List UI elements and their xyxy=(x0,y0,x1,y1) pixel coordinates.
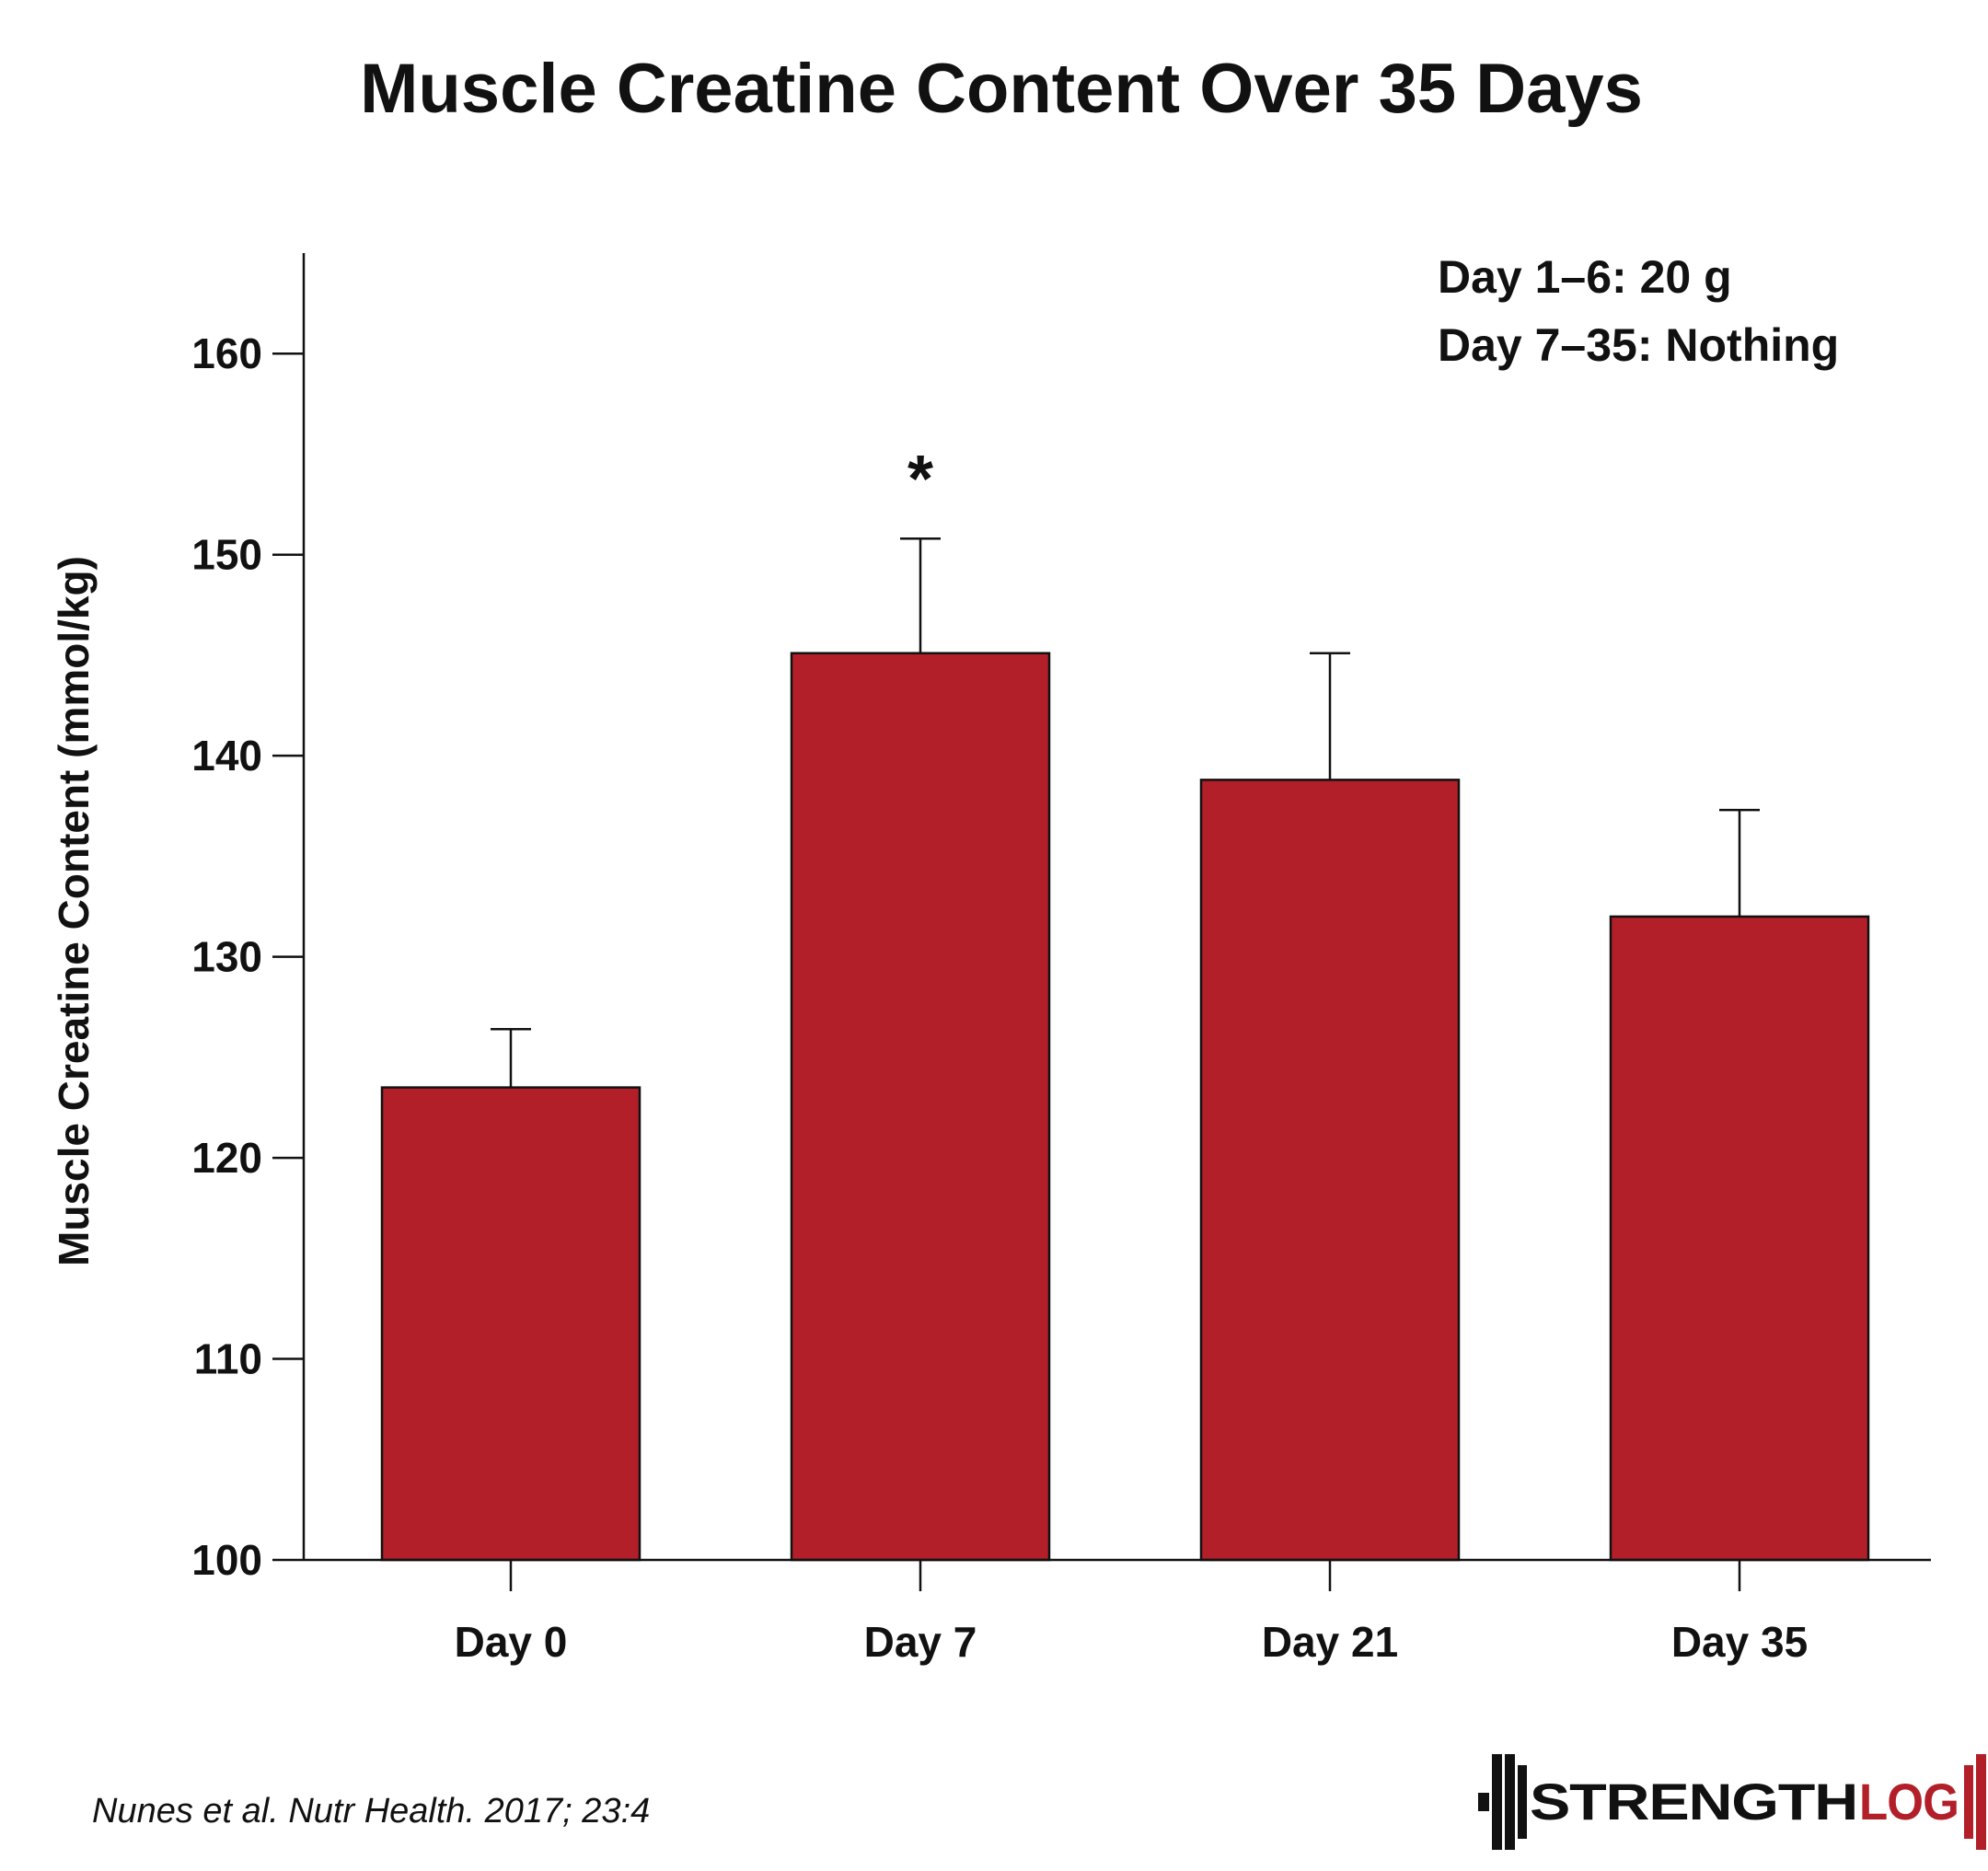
bar xyxy=(790,652,1051,1562)
bar xyxy=(380,1086,641,1562)
x-tick-label: Day 21 xyxy=(1262,1618,1398,1666)
logo-plate xyxy=(1505,1754,1515,1850)
logo-plate xyxy=(1492,1754,1502,1850)
plot-area: Day 0 * Day 7 Day 21 Day 35 100 110 120 130 140 15… xyxy=(191,253,1931,1666)
y-tick-label: 150 xyxy=(191,531,262,579)
y-tick-label: 160 xyxy=(191,329,262,377)
logo-plate xyxy=(1518,1765,1527,1839)
y-tick-label: 110 xyxy=(194,1335,262,1383)
logo-barbell-right-icon xyxy=(1964,1754,1986,1850)
annotation-line-2: Day 7–35: Nothing xyxy=(1438,319,1839,371)
logo-plate xyxy=(1964,1765,1973,1839)
chart-title: Muscle Creatine Content Over 35 Days xyxy=(360,50,1643,128)
logo-text-log: LOG xyxy=(1859,1773,1959,1831)
y-axis-label: Muscle Creatine Content (mmol/kg) xyxy=(50,556,98,1266)
x-tick-label: Day 35 xyxy=(1671,1618,1808,1666)
significance-marker: * xyxy=(907,443,933,516)
y-tick-label: 120 xyxy=(191,1134,262,1182)
annotation-line-1: Day 1–6: 20 g xyxy=(1438,251,1732,303)
logo-text-strength: STRENGTH xyxy=(1530,1773,1857,1831)
y-tick-label: 130 xyxy=(191,933,262,981)
annotation-box: Day 1–6: 20 g Day 7–35: Nothing xyxy=(1438,251,1839,371)
x-tick-label: Day 7 xyxy=(864,1618,977,1666)
logo-plate xyxy=(1976,1754,1986,1850)
x-tick-label: Day 0 xyxy=(455,1618,568,1666)
strengthlog-logo: STRENGTH LOG xyxy=(1478,1754,1986,1850)
logo-barbell-left-icon xyxy=(1478,1754,1527,1850)
bar xyxy=(1199,779,1461,1562)
y-tick-label: 140 xyxy=(191,732,262,780)
citation: Nunes et al. Nutr Health. 2017; 23:4 xyxy=(92,1792,650,1831)
y-tick-label: 100 xyxy=(191,1536,262,1584)
bar xyxy=(1609,915,1870,1562)
logo-plate xyxy=(1478,1793,1489,1811)
